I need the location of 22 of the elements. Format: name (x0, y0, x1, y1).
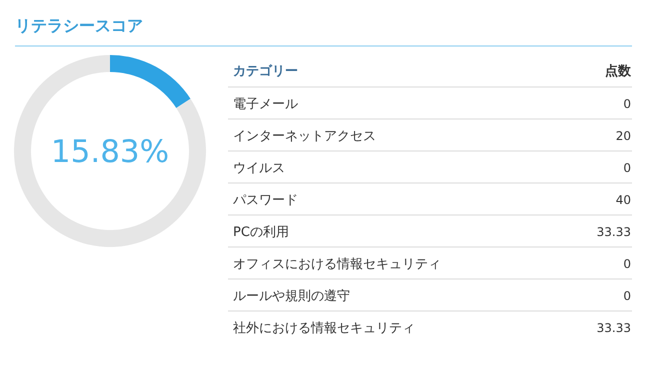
data-label: 0 (623, 289, 631, 303)
category-label: PCの利用 (233, 225, 289, 240)
category-label: ウイルス (233, 161, 285, 176)
data-label: 40 (616, 193, 631, 207)
data-label: 0 (623, 97, 631, 111)
category-label: パスワード (232, 193, 298, 208)
data-label: 0 (623, 161, 631, 175)
category-label: インターネットアクセス (233, 129, 376, 144)
data-label: 20 (616, 129, 631, 143)
data-label: 33.33 (596, 321, 631, 335)
text: 点数 (605, 63, 632, 79)
donut-slice (110, 55, 190, 108)
data-label: 33.33 (596, 225, 631, 239)
category-label: ルールや規則の遵守 (233, 288, 350, 304)
donut-slice (14, 55, 206, 247)
category-label: 電子メール (233, 97, 298, 112)
data-label: 0 (623, 257, 631, 271)
chart-title: リテラシースコア (15, 16, 143, 35)
category-label: オフィスにおける情報セキュリティ (233, 257, 441, 272)
text: 15.83% (50, 134, 170, 170)
text: カテゴリー (233, 64, 298, 79)
category-label: 社外における情報セキュリティ (233, 321, 415, 336)
